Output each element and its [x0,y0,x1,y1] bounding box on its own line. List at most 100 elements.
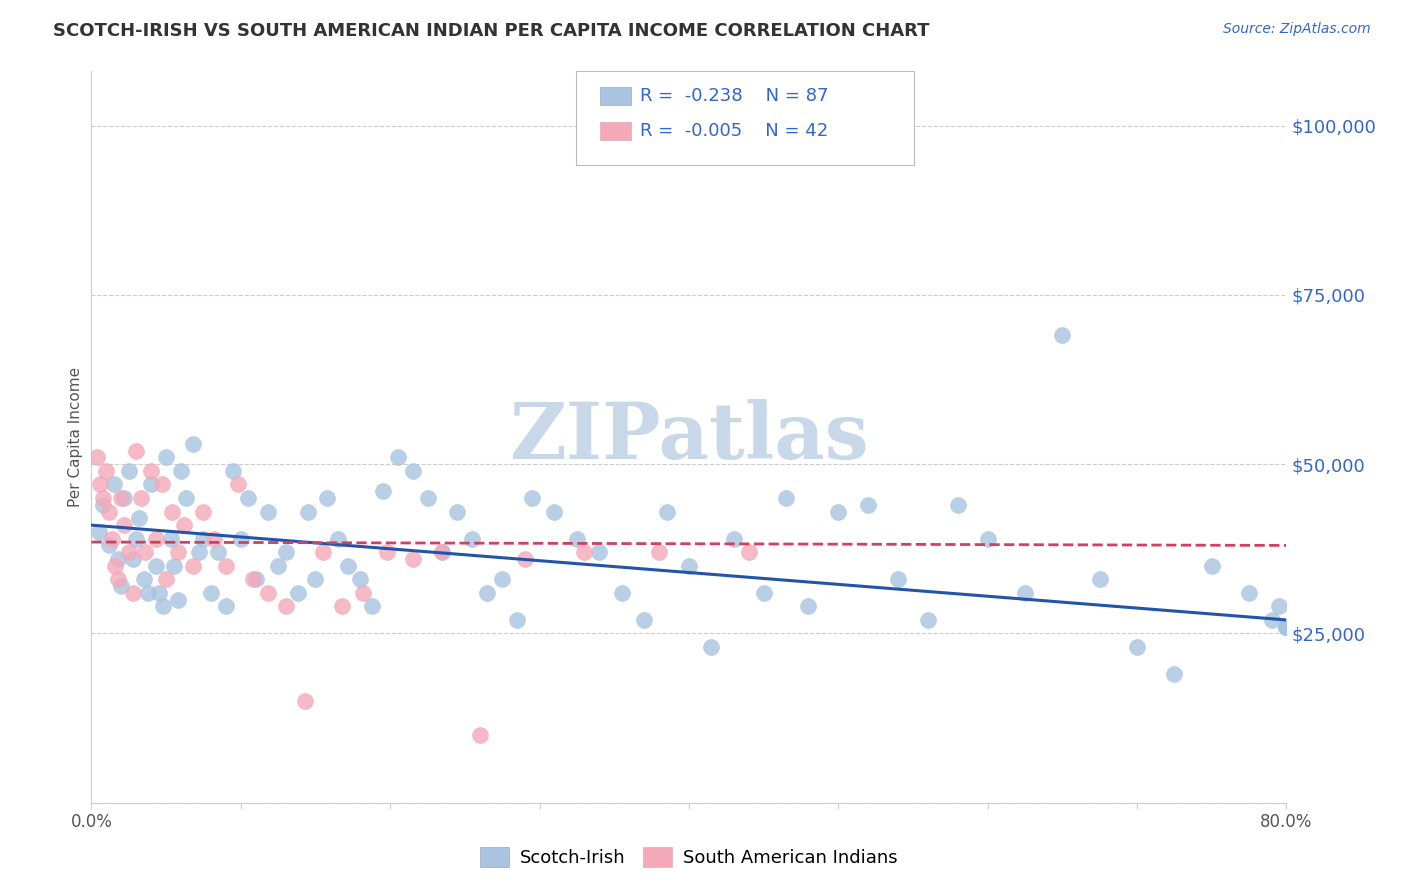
Point [181,558,204,573]
Point [145,558,167,573]
Point [162,558,184,573]
Point [107,552,129,566]
Point [155,450,177,465]
Point [316,491,339,505]
Point [152,599,174,614]
Point [506,613,529,627]
Point [1201,558,1223,573]
Point [207,545,229,559]
Point [215,558,238,573]
Point [181,437,204,451]
Point [1237,586,1260,600]
Point [401,464,423,478]
Point [167,592,190,607]
Point [128,511,150,525]
Point [112,491,135,505]
Point [238,491,260,505]
Point [150,477,173,491]
Text: R =  -0.238    N = 87: R = -0.238 N = 87 [640,87,828,105]
Point [737,545,759,559]
Point [1275,620,1298,634]
Point [797,599,820,614]
Point [827,505,849,519]
Point [1275,620,1298,634]
Point [588,545,610,559]
Point [141,477,163,491]
Point [337,558,360,573]
Point [371,484,394,499]
Point [887,572,910,586]
Point [349,572,371,586]
Point [520,491,543,505]
Point [245,572,267,586]
Point [1014,586,1036,600]
Point [543,505,565,519]
Point [361,599,384,614]
Point [294,694,316,708]
Point [1268,599,1291,614]
Point [136,586,159,600]
Point [145,532,167,546]
Point [242,572,264,586]
Point [118,545,141,559]
Point [700,640,723,654]
Point [107,572,129,586]
Point [148,586,170,600]
Point [387,450,409,465]
Point [976,532,998,546]
Point [446,505,468,519]
Point [1088,572,1111,586]
Point [491,572,513,586]
Point [193,532,215,546]
Point [256,586,278,600]
Point [174,491,197,505]
Point [170,464,193,478]
Point [193,505,215,519]
Point [132,572,155,586]
Point [160,505,183,519]
Point [633,613,655,627]
Point [332,599,354,614]
Point [477,586,499,600]
Point [858,498,880,512]
Point [304,572,326,586]
Point [312,545,335,559]
Point [432,545,454,559]
Point [256,505,278,519]
Point [1275,620,1298,634]
Point [917,613,939,627]
Point [297,505,319,519]
Point [752,586,775,600]
Point [155,572,177,586]
Point [1275,620,1298,634]
Point [104,558,127,573]
Point [110,491,132,505]
Point [468,728,491,742]
Point [202,532,225,546]
Point [103,477,125,491]
Point [89,477,111,491]
Point [159,532,181,546]
Point [678,558,700,573]
Point [112,518,135,533]
Point [110,579,132,593]
Point [215,599,238,614]
Point [118,464,141,478]
Point [1260,613,1282,627]
Point [432,545,454,559]
Point [122,586,145,600]
Point [229,532,252,546]
Point [326,532,349,546]
Point [274,599,297,614]
Point [222,464,245,478]
Point [574,545,596,559]
Point [287,586,309,600]
Point [125,443,148,458]
Point [129,491,152,505]
Point [101,532,124,546]
Legend: Scotch-Irish, South American Indians: Scotch-Irish, South American Indians [472,840,905,874]
Point [173,518,195,533]
Point [1126,640,1149,654]
Point [93,491,115,505]
Point [86,450,108,465]
